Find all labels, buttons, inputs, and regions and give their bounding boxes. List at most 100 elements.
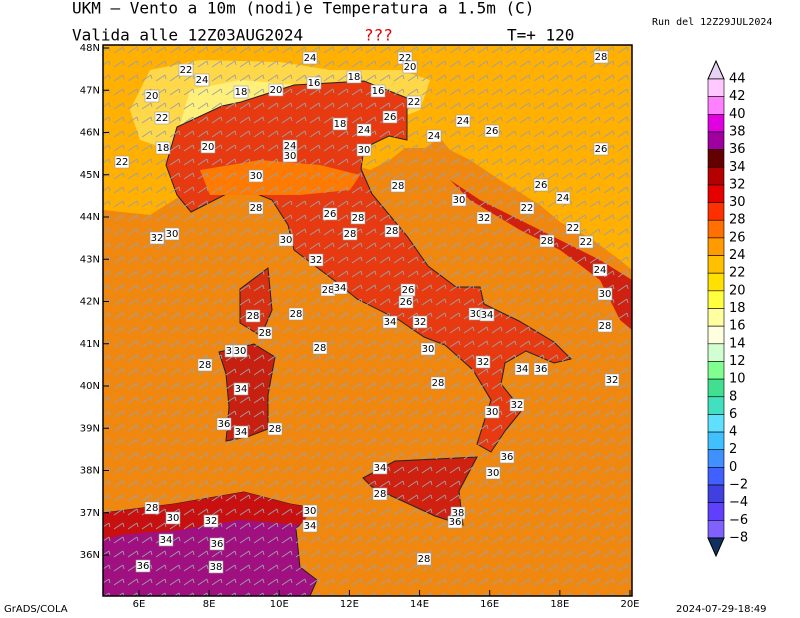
contour-label-box bbox=[135, 559, 151, 573]
colorbar-box bbox=[707, 467, 725, 486]
contour-label: 18 bbox=[235, 87, 248, 98]
contour-label-box bbox=[233, 425, 249, 439]
contour-label-box bbox=[555, 191, 571, 205]
contour-label: 28 bbox=[595, 52, 608, 63]
colorbar-label: 34 bbox=[729, 160, 746, 175]
contour-label: 32 bbox=[606, 375, 619, 386]
contour-label-box bbox=[197, 358, 213, 372]
contour-label-box bbox=[144, 501, 160, 515]
contour-label-box bbox=[350, 211, 366, 225]
contour-label: 24 bbox=[557, 193, 570, 204]
contour-label: 22 bbox=[116, 157, 129, 168]
contour-label-box bbox=[302, 519, 318, 533]
contour-label: 22 bbox=[408, 97, 421, 108]
colorbar-label: 40 bbox=[729, 107, 746, 122]
map-frame bbox=[102, 44, 633, 597]
contour-label-box bbox=[382, 110, 398, 124]
contour-label: 18 bbox=[334, 119, 347, 130]
colorbar-box bbox=[707, 378, 725, 398]
colorbar-label: 6 bbox=[729, 407, 737, 422]
contour-label-box bbox=[509, 398, 525, 412]
contour-label: 24 bbox=[594, 265, 607, 276]
colorbar-label: −2 bbox=[729, 478, 748, 493]
contour-label: 24 bbox=[457, 116, 470, 127]
contour-label: 32 bbox=[414, 317, 427, 328]
contour-label: 34 bbox=[160, 535, 173, 546]
contour-label: 22 bbox=[580, 237, 593, 248]
contour-label: 30 bbox=[487, 468, 500, 479]
contour-label-box bbox=[499, 450, 515, 464]
contour-label: 32 bbox=[511, 400, 524, 411]
contour-label: 16 bbox=[308, 78, 321, 89]
contour-label: 22 bbox=[567, 223, 580, 234]
colorbar-label: 38 bbox=[729, 124, 746, 139]
contour-label: 30 bbox=[166, 229, 179, 240]
contour-label-box bbox=[484, 405, 500, 419]
contour-label: 26 bbox=[535, 180, 548, 191]
contour-label-box bbox=[372, 487, 388, 501]
contour-label: 34 bbox=[334, 283, 347, 294]
contour-label: 24 bbox=[428, 131, 441, 142]
flag: ??? bbox=[364, 26, 393, 45]
contour-label: 30 bbox=[234, 346, 247, 357]
contour-label: 22 bbox=[180, 65, 193, 76]
contour-label-box bbox=[578, 235, 594, 249]
contour-label: 28 bbox=[392, 181, 405, 192]
colorbar-box bbox=[707, 343, 725, 362]
colorbar-label: 16 bbox=[729, 319, 746, 334]
contour-label: 32 bbox=[478, 213, 491, 224]
contour-label-box bbox=[178, 63, 194, 77]
contour-label-box bbox=[382, 315, 398, 329]
colorbar-label: 24 bbox=[729, 248, 746, 263]
contour-label-box bbox=[430, 376, 446, 390]
contour-label-box bbox=[384, 224, 400, 238]
colorbar-label: 26 bbox=[729, 230, 746, 245]
contour-label: 36 bbox=[535, 364, 548, 375]
contour-label-box bbox=[420, 342, 436, 356]
contour-label: 20 bbox=[146, 91, 159, 102]
contour-label-box bbox=[604, 373, 620, 387]
contour-label-box bbox=[308, 253, 324, 267]
lat-label: 37N bbox=[80, 508, 100, 519]
lat-label: 41N bbox=[80, 339, 100, 350]
contour-label: 20 bbox=[270, 85, 283, 96]
contour-label: 36 bbox=[501, 452, 514, 463]
contour-label: 28 bbox=[541, 236, 554, 247]
colorbar-label: 42 bbox=[729, 89, 746, 104]
lead-time: T=+ 120 bbox=[507, 26, 574, 45]
contour-label: 30 bbox=[470, 309, 483, 320]
colorbar-box bbox=[707, 396, 725, 415]
contour-label: 38 bbox=[452, 508, 465, 519]
contour-label-box bbox=[282, 149, 298, 163]
contour-label: 32 bbox=[310, 255, 323, 266]
colorbar-label: 8 bbox=[729, 389, 737, 404]
contour-label-box bbox=[447, 515, 463, 529]
contour-label-box bbox=[370, 84, 386, 98]
colorbar-box bbox=[707, 502, 725, 521]
contour-label: 34 bbox=[235, 384, 248, 395]
contour-label-box bbox=[232, 344, 248, 358]
contour-label-box bbox=[565, 221, 581, 235]
contour-label-box bbox=[322, 207, 338, 221]
contour-label-box bbox=[402, 60, 418, 74]
contour-label: 28 bbox=[259, 328, 272, 339]
contour-label-box bbox=[412, 315, 428, 329]
colorbar-box bbox=[707, 431, 725, 451]
colorbar-label: 14 bbox=[729, 336, 746, 351]
contour-label-box bbox=[248, 201, 264, 215]
colorbar-box bbox=[707, 484, 725, 503]
colorbar-label: 32 bbox=[729, 177, 746, 192]
contour-label: 22 bbox=[521, 203, 534, 214]
contour-label-box bbox=[209, 537, 225, 551]
contour-label: 22 bbox=[156, 113, 169, 124]
contour-label-box bbox=[398, 295, 414, 309]
lon-label: 10E bbox=[270, 599, 289, 610]
lon-label: 20E bbox=[620, 599, 639, 610]
colorbar-box bbox=[707, 166, 725, 186]
lat-label: 45N bbox=[80, 170, 100, 181]
contour-label-box bbox=[208, 560, 224, 574]
lat-label: 40N bbox=[80, 381, 100, 392]
contour-label-box bbox=[203, 514, 219, 528]
contour-label-box bbox=[406, 95, 422, 109]
colorbar-arrow-top bbox=[707, 59, 725, 80]
